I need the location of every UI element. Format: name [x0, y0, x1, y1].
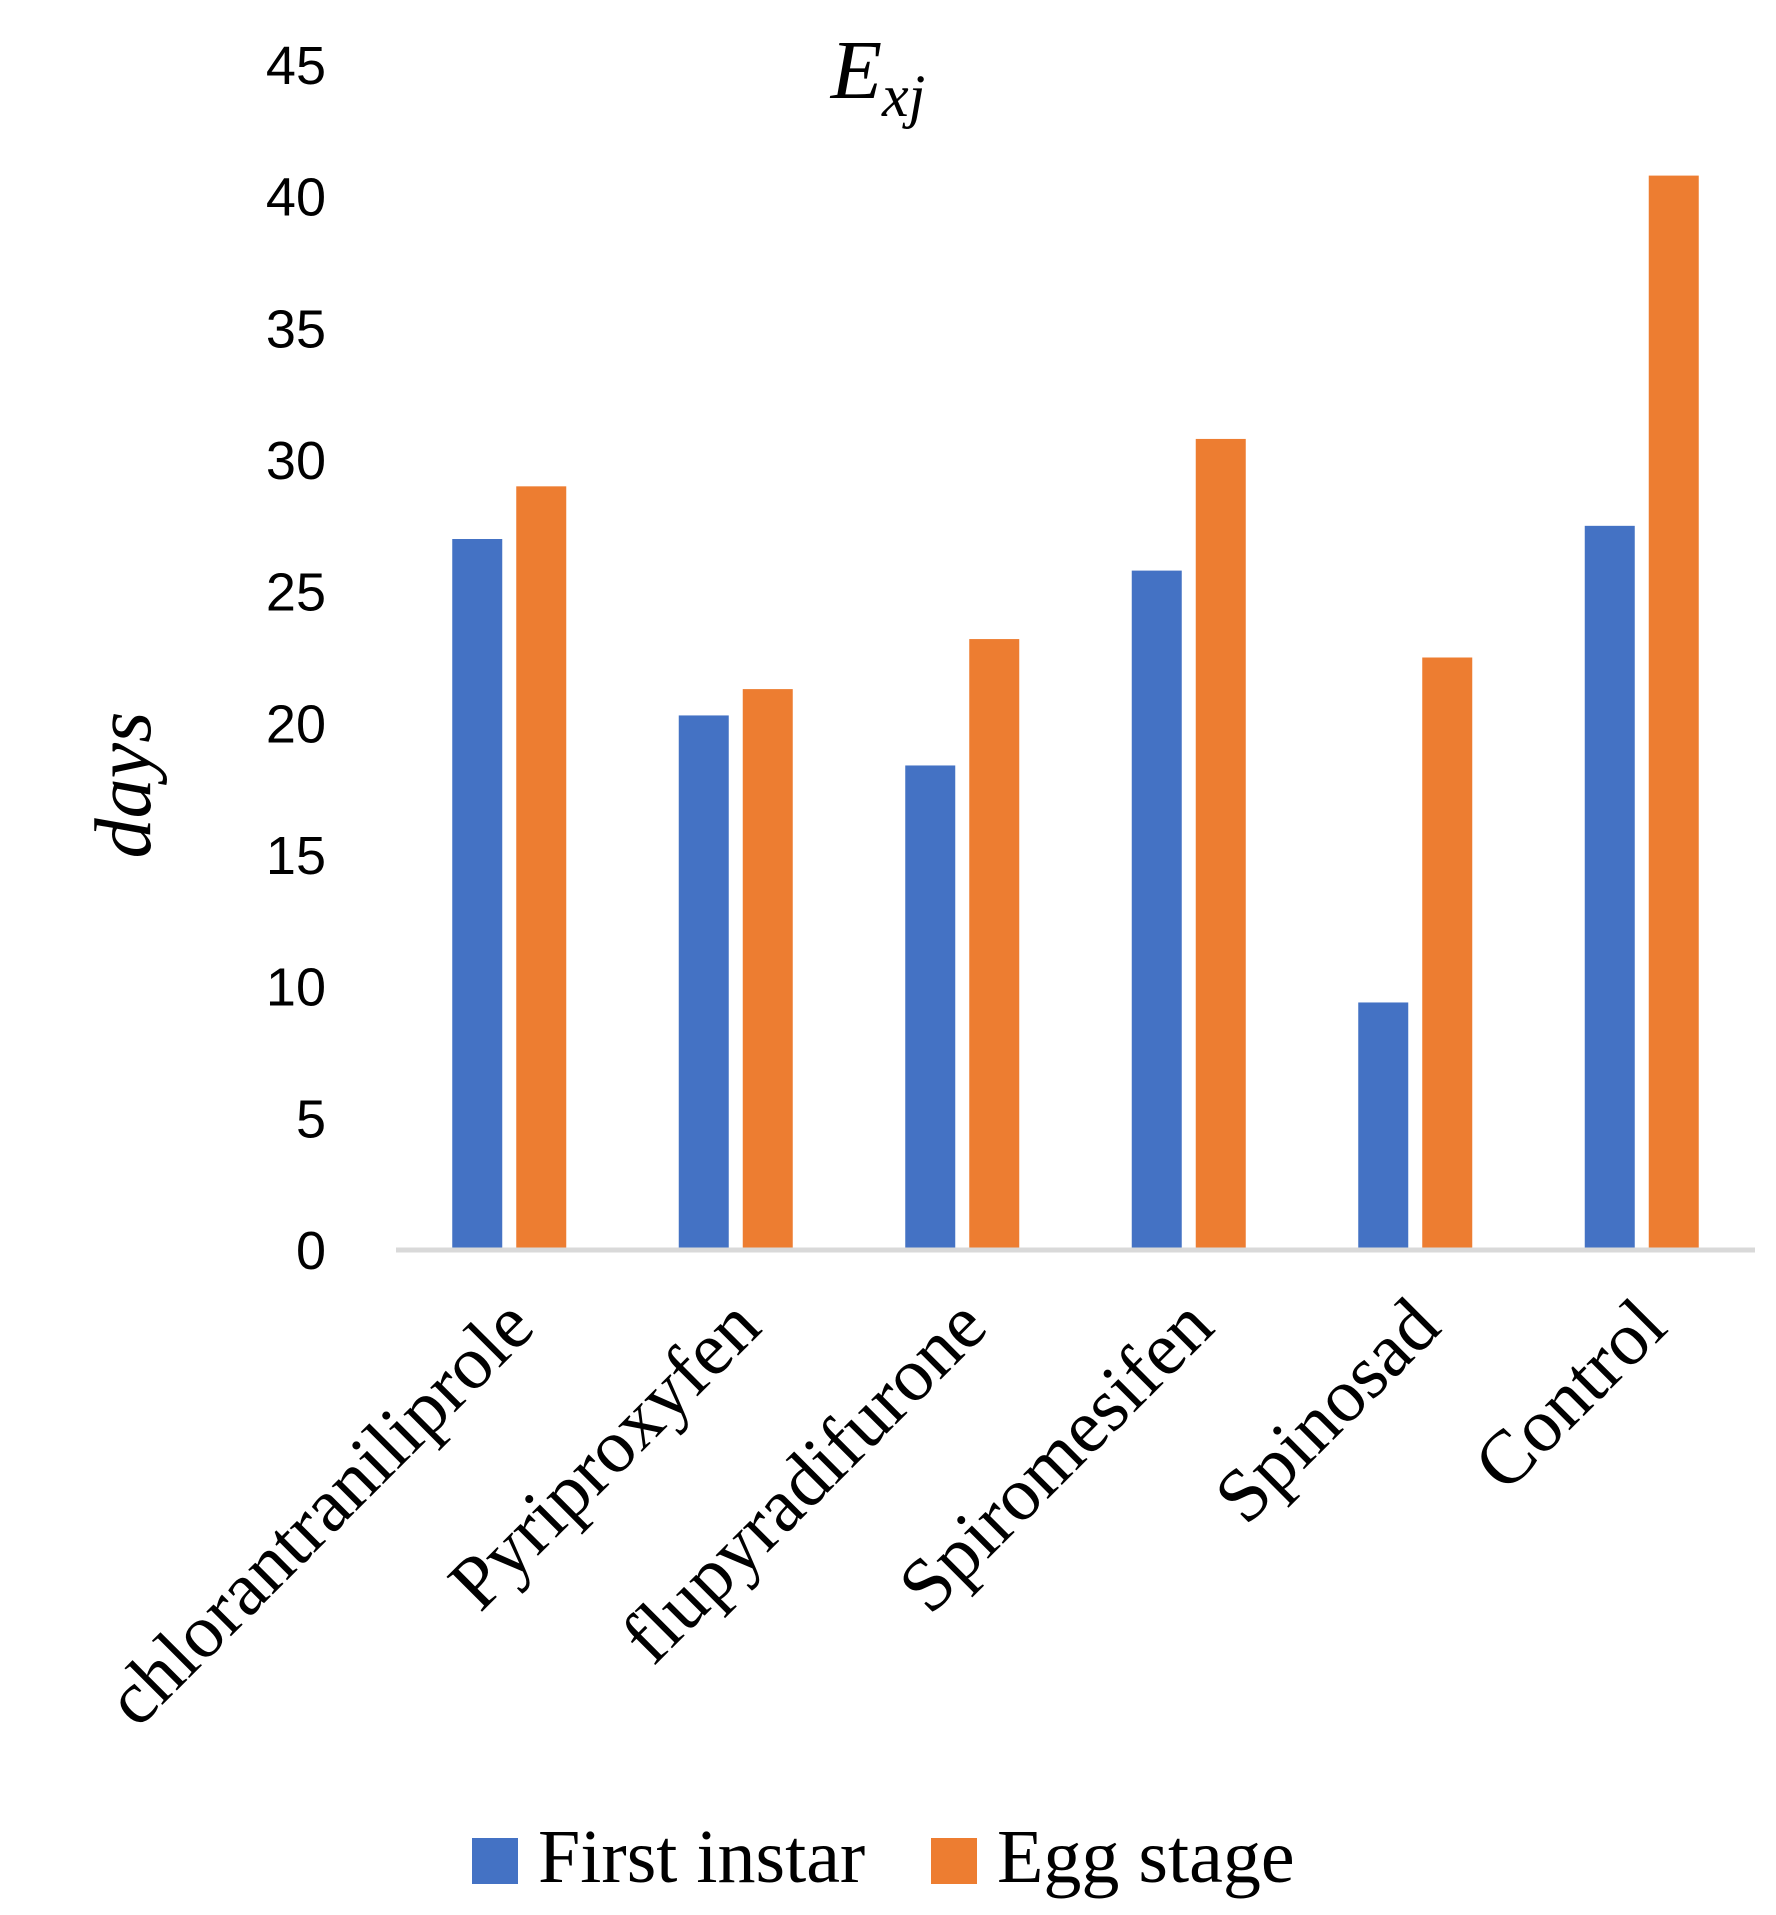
bar-first-instar-flupyradifurone [905, 765, 956, 1250]
y-axis-label: days [80, 712, 168, 859]
bar-first-instar-spinosad [1358, 1002, 1409, 1250]
legend-label-egg-stage: Egg stage [997, 1815, 1295, 1899]
bar-egg-stage-pyriproxyfen [742, 689, 793, 1250]
x-tick-label: Control [1458, 1283, 1682, 1507]
y-tick-label: 45 [266, 36, 326, 96]
y-axis-ticks: 0 5 10 15 20 25 30 35 40 45 [266, 36, 326, 1281]
legend-swatch-first-instar [472, 1838, 518, 1884]
y-tick-label: 5 [296, 1089, 326, 1149]
x-tick-label: chlorantraniliprole [90, 1283, 549, 1742]
y-tick-label: 20 [266, 694, 326, 754]
bar-first-instar-spiromesifen [1131, 570, 1182, 1250]
legend-swatch-egg-stage [931, 1838, 977, 1884]
legend: First instar Egg stage [472, 1815, 1295, 1899]
y-tick-label: 25 [266, 563, 326, 623]
y-tick-label: 0 [296, 1221, 326, 1281]
x-tick-label: Spinosad [1199, 1283, 1455, 1539]
bar-first-instar-pyriproxyfen [678, 715, 729, 1250]
chart-title-subscript: xj [881, 63, 925, 129]
bar-egg-stage-spinosad [1422, 657, 1473, 1250]
y-tick-label: 10 [266, 958, 326, 1018]
bar-egg-stage-flupyradifurone [969, 639, 1020, 1250]
bars [452, 175, 1699, 1251]
bar-egg-stage-spiromesifen [1195, 438, 1246, 1250]
bar-egg-stage-chlorantraniliprole [516, 486, 567, 1250]
bar-first-instar-chlorantraniliprole [452, 539, 503, 1250]
bar-egg-stage-control [1648, 175, 1699, 1251]
y-tick-label: 15 [266, 826, 326, 886]
legend-label-first-instar: First instar [538, 1815, 865, 1899]
chart-title-main: E [830, 24, 882, 117]
y-tick-label: 35 [266, 299, 326, 359]
bar-first-instar-control [1584, 525, 1635, 1250]
y-tick-label: 30 [266, 431, 326, 491]
chart-title: Exj [830, 24, 926, 129]
y-tick-label: 40 [266, 168, 326, 228]
x-axis-category-labels: chlorantraniliprolePyriproxyfenflupyradi… [90, 1283, 1682, 1742]
